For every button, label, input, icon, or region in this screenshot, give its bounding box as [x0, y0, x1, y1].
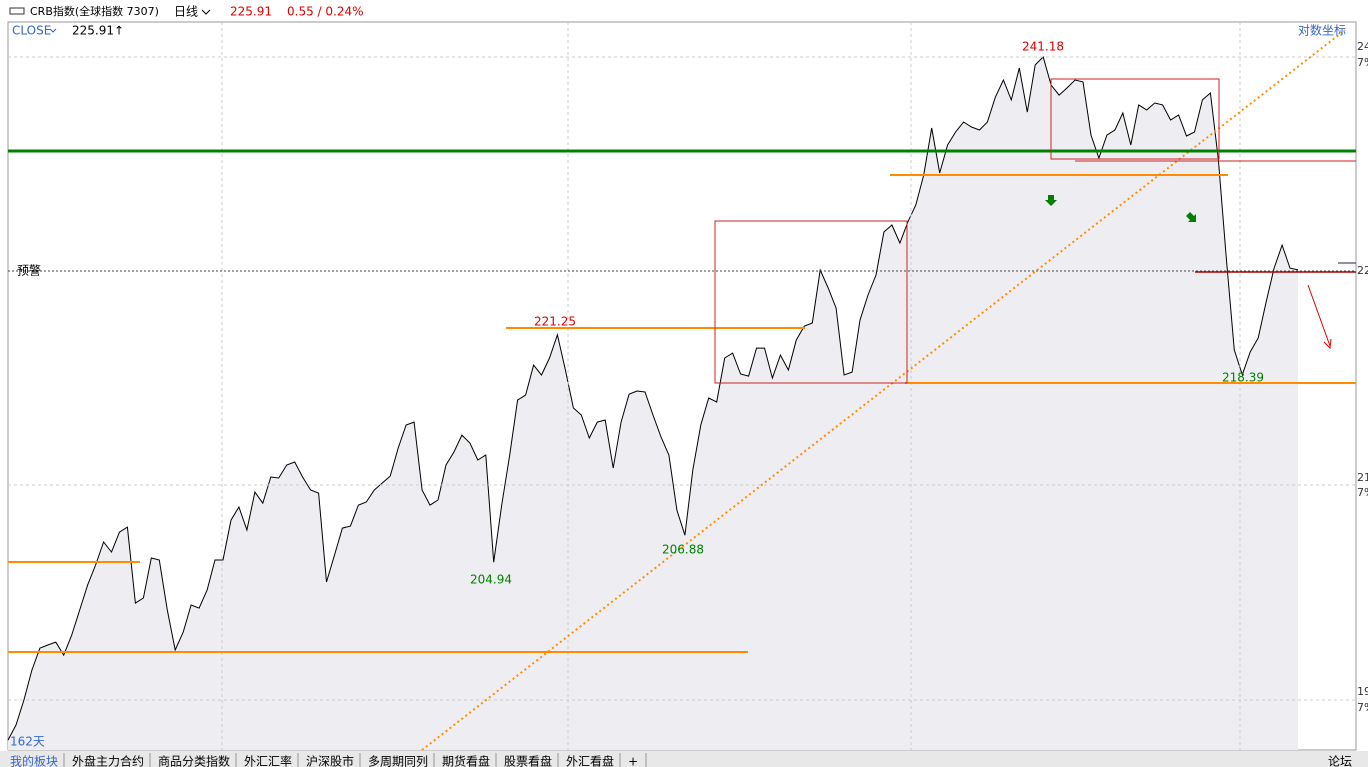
- scale-button[interactable]: 对数坐标: [1298, 23, 1346, 38]
- tab[interactable]: 期货看盘: [442, 754, 490, 767]
- tab[interactable]: 外盘主力合约: [72, 754, 144, 767]
- tab[interactable]: 外汇看盘: [566, 754, 614, 767]
- box: [1050, 78, 1220, 160]
- arrow: [1045, 195, 1057, 206]
- arrow: [1323, 338, 1332, 350]
- alert-label: 预警: [17, 263, 41, 278]
- change: 0.55 / 0.24%: [287, 5, 364, 19]
- axis-label: 22: [1357, 264, 1368, 277]
- axis-label: 7%: [1357, 56, 1368, 69]
- axis-label: 24: [1357, 40, 1368, 53]
- axis-label: 19: [1357, 685, 1368, 698]
- series-label[interactable]: CLOSE: [12, 24, 51, 38]
- grid: [8, 22, 1356, 750]
- axis-label: 7%: [1357, 701, 1368, 714]
- tabs: 我的板块 外盘主力合约 商品分类指数 外汇汇率 沪深股市 多周期同列 期货看盘 股票看盘 外汇看…: [10, 753, 1352, 767]
- icon: [9, 7, 25, 15]
- plot: [7, 56, 1299, 750]
- box: [714, 220, 908, 384]
- days-label: 162天: [10, 735, 45, 749]
- axis-label: 7%: [1357, 486, 1368, 499]
- arrow: [1186, 212, 1196, 222]
- annotation: 221.25: [534, 315, 576, 329]
- right-axis: 24 7% 22 21 7% 19 7%: [1357, 40, 1368, 714]
- toolbar: [0, 0, 1368, 22]
- dropdown: [201, 9, 211, 15]
- tab-bar: [0, 751, 1368, 767]
- area: [8, 57, 1298, 750]
- tab[interactable]: 我的板块: [10, 754, 58, 767]
- period[interactable]: 日线: [174, 5, 198, 19]
- annotation: 204.94: [470, 573, 512, 587]
- symbol[interactable]: CRB指数(全球指数 7307): [30, 4, 159, 18]
- tab[interactable]: 沪深股市: [306, 754, 354, 767]
- axis-label: 21: [1357, 471, 1368, 484]
- dropdown: [49, 28, 57, 33]
- price-line: [7, 56, 1299, 741]
- tab[interactable]: 股票看盘: [504, 754, 552, 767]
- tab[interactable]: 商品分类指数: [158, 754, 230, 767]
- tab[interactable]: 多周期同列: [368, 755, 428, 767]
- tab[interactable]: 外汇汇率: [244, 754, 292, 767]
- tab[interactable]: +: [628, 755, 638, 767]
- support-lines: [8, 174, 1356, 653]
- arrow: [1307, 284, 1331, 347]
- annotation: 241.18: [1022, 40, 1064, 54]
- tab[interactable]: 论坛: [1328, 755, 1352, 767]
- annotation: 206.88: [662, 543, 704, 557]
- annotation: 218.39: [1222, 371, 1264, 385]
- close-label: 225.91↑: [72, 24, 124, 38]
- price: 225.91: [230, 5, 272, 19]
